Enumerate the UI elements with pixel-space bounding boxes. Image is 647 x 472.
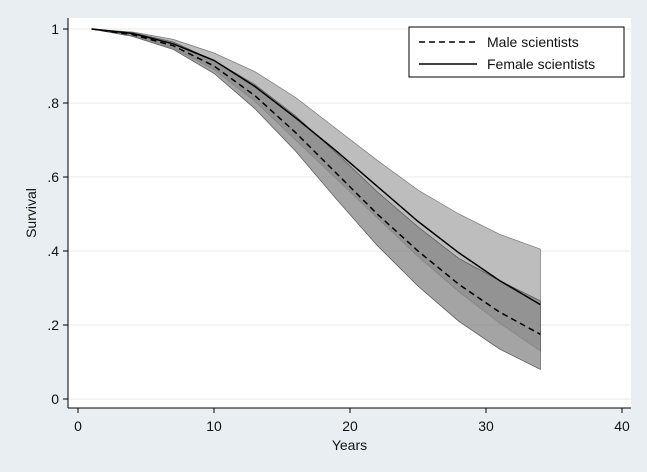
y-axis-label: Survival	[23, 188, 39, 238]
series-line-0	[91, 28, 541, 335]
male-ci-band	[91, 28, 541, 370]
legend-label-1: Female scientists	[487, 56, 595, 72]
x-tick-label-1: 10	[206, 418, 222, 434]
legend: Male scientists Female scientists	[408, 26, 625, 78]
survival-lines	[91, 28, 541, 335]
y-tick-label-0: 0	[51, 391, 59, 407]
y-tick-label-5: 1	[51, 21, 59, 37]
x-tick-label-3: 30	[478, 418, 494, 434]
y-tick-label-4: .8	[47, 95, 59, 111]
x-tick-label-4: 40	[614, 418, 630, 434]
legend-label-0: Male scientists	[487, 34, 579, 50]
confidence-bands	[91, 28, 541, 370]
x-tick-label-2: 20	[342, 418, 358, 434]
legend-box	[408, 26, 625, 78]
series-line-1	[91, 28, 541, 306]
x-axis-label: Years	[332, 437, 367, 453]
y-tick-label-1: .2	[47, 317, 59, 333]
y-tick-label-3: .6	[47, 169, 59, 185]
x-tick-label-0: 0	[74, 418, 82, 434]
y-tick-label-2: .4	[47, 243, 59, 259]
